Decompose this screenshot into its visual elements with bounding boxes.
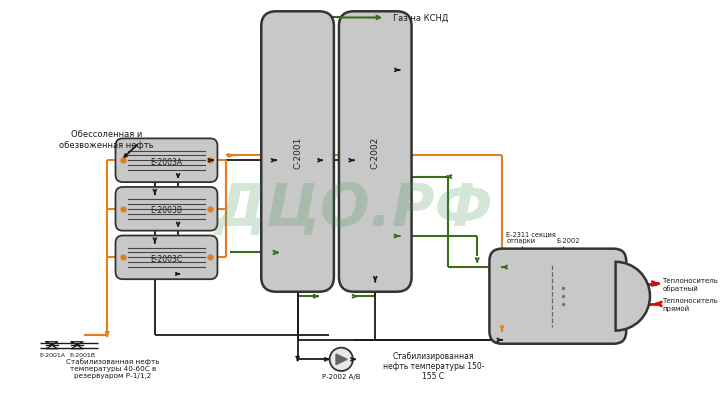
Text: Е-2001А: Е-2001А [39,352,65,357]
Text: Е-2001В: Е-2001В [69,352,95,357]
FancyBboxPatch shape [116,236,217,279]
Text: Е-2311 секция
отпарки: Е-2311 секция отпарки [506,230,556,243]
Text: Е-2003А: Е-2003А [150,157,182,166]
Wedge shape [616,262,650,331]
Text: Теплоноситель
обратный: Теплоноситель обратный [662,277,718,291]
Text: Обессоленная и
обезвоженная нефть: Обессоленная и обезвоженная нефть [59,130,153,149]
Text: Р-2002 А/В: Р-2002 А/В [322,373,361,379]
Circle shape [329,348,353,371]
Text: Стабилизованная нефть
температуры 40-60С в
резервуаром Р-1/1,2: Стабилизованная нефть температуры 40-60С… [66,358,160,378]
Text: С-2002: С-2002 [371,136,379,168]
FancyBboxPatch shape [116,139,217,183]
FancyBboxPatch shape [339,12,411,292]
Text: Стабилизированная
нефть температуры 150-
155 С: Стабилизированная нефть температуры 150-… [383,351,484,380]
Text: Е-2003С: Е-2003С [150,254,182,263]
FancyBboxPatch shape [116,188,217,231]
Text: Е-2002: Е-2002 [557,237,580,243]
Text: Е-2003В: Е-2003В [150,206,182,215]
Text: ДЦО.РФ: ДЦО.РФ [214,181,493,238]
FancyBboxPatch shape [489,249,626,344]
Polygon shape [336,354,347,364]
FancyBboxPatch shape [261,12,334,292]
Text: С-2001: С-2001 [293,136,302,168]
Text: Теплоноситель
прямой: Теплоноситель прямой [662,297,718,311]
Text: Газ на КСНД: Газ на КСНД [393,14,448,23]
